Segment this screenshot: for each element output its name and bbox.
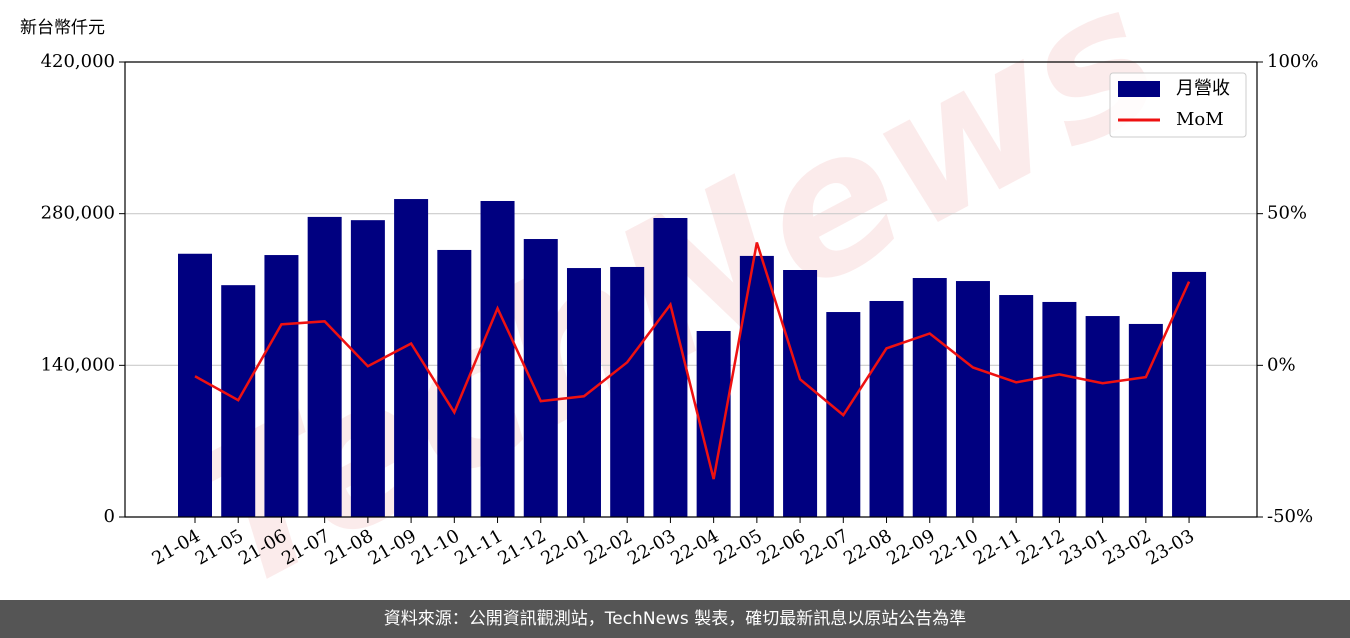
x-tick-label: 22-08 — [840, 525, 895, 569]
bar — [350, 220, 385, 517]
x-tick-label: 22-03 — [624, 525, 679, 569]
x-tick-label: 22-04 — [667, 525, 722, 569]
bar — [912, 278, 947, 517]
x-tick-label: 22-09 — [883, 525, 938, 569]
bar — [783, 270, 818, 517]
bar — [178, 253, 212, 517]
bar — [394, 199, 429, 517]
bar — [566, 268, 601, 517]
x-tick-label: 21-11 — [451, 525, 506, 569]
y2-tick-label: 50% — [1267, 203, 1307, 224]
legend-label: 月營收 — [1176, 78, 1230, 99]
footer: 資料來源：公開資訊觀測站，TechNews 製表，確切最新訊息以原站公告為準 — [0, 600, 1350, 638]
bar — [480, 200, 515, 517]
y-tick-label: 140,000 — [41, 354, 115, 375]
legend-label: MoM — [1176, 109, 1224, 130]
chart: 新台幣仟元 TechNews 0140,000280,000420,000-50… — [20, 0, 1318, 634]
x-tick-label: 21-04 — [149, 525, 204, 569]
y-unit-label: 新台幣仟元 — [20, 18, 105, 38]
x-tick-label: 22-12 — [1013, 525, 1068, 569]
y-tick-label: 420,000 — [41, 51, 115, 72]
bar — [739, 255, 774, 517]
x-tick-label: 22-01 — [538, 525, 593, 569]
bar — [653, 218, 688, 517]
bar — [307, 216, 342, 517]
x-tick-label: 23-03 — [1143, 525, 1198, 569]
x-tick-label: 22-10 — [927, 525, 982, 569]
y2-tick-label: 100% — [1267, 51, 1318, 72]
bar — [999, 295, 1034, 517]
bar — [610, 266, 645, 517]
y-tick-label: 0 — [104, 506, 115, 527]
x-tick-label: 23-01 — [1056, 525, 1111, 569]
x-tick-label: 21-12 — [494, 525, 549, 569]
bar — [1085, 316, 1120, 517]
x-tick-label: 22-06 — [754, 525, 809, 569]
line — [194, 242, 1191, 480]
bar — [1128, 323, 1163, 517]
x-tick-label: 22-11 — [970, 525, 1025, 569]
y-tick-label: 280,000 — [41, 203, 115, 224]
bar — [696, 330, 731, 517]
bar — [1172, 271, 1207, 517]
x-tick-label: 22-07 — [797, 525, 852, 569]
bar — [869, 300, 904, 517]
legend-swatch — [1118, 81, 1160, 97]
bar — [1042, 301, 1077, 517]
plot-frame — [124, 61, 1258, 518]
x-tick-label: 23-02 — [1099, 525, 1154, 569]
bar — [955, 281, 990, 517]
x-tick-label: 22-02 — [581, 525, 636, 569]
y2-tick-label: 0% — [1267, 354, 1296, 375]
bar — [264, 255, 299, 518]
y2-tick-label: -50% — [1267, 506, 1313, 527]
x-tick-label: 22-05 — [710, 525, 765, 569]
